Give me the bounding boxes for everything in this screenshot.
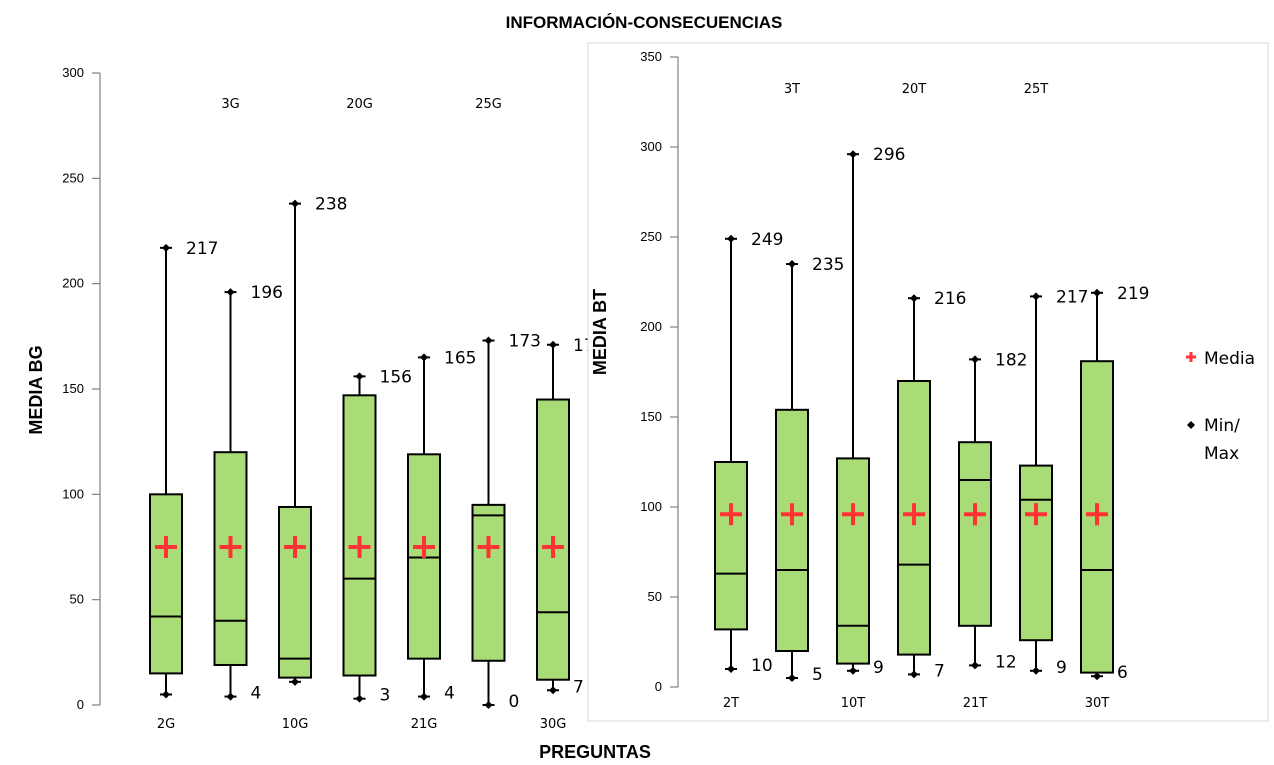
y-tick-label-bt: 300 [640, 139, 662, 154]
max-label-20T: 216 [934, 289, 966, 309]
y-tick-label-bt: 200 [640, 319, 662, 334]
y-tick-label-bg: 150 [62, 381, 84, 396]
min-label-3G: 4 [251, 684, 262, 704]
mean-marker-25T [1025, 503, 1047, 526]
category-label-10G: 10G [282, 717, 309, 732]
mean-marker-30G [542, 536, 564, 558]
min-label-30G: 7 [573, 677, 584, 697]
max-label-25G: 173 [509, 332, 541, 352]
category-label-3G: 3G [221, 97, 239, 112]
mean-marker-20G [348, 536, 371, 558]
y-tick-label-bt: 0 [655, 679, 662, 694]
y-tick-label-bt: 350 [640, 49, 662, 64]
category-label-2T: 2T [723, 696, 739, 711]
min-label-25T: 9 [1056, 658, 1067, 678]
mean-marker-3T [781, 503, 803, 526]
max-label-3T: 235 [812, 255, 844, 275]
box-10G [278, 505, 312, 679]
y-tick-label-bg: 200 [62, 276, 84, 291]
max-label-25T: 217 [1056, 287, 1088, 307]
y-tick-label-bg: 100 [62, 486, 84, 501]
max-label-2G: 217 [186, 239, 218, 259]
mean-marker-25G [477, 536, 500, 558]
max-label-30T: 219 [1117, 284, 1149, 304]
mean-marker-10G [284, 536, 306, 558]
min-label-10T: 9 [873, 658, 884, 678]
mean-marker-10T [842, 503, 864, 526]
chart-title: INFORMACIÓN-CONSECUENCIAS [506, 13, 783, 32]
mean-marker-3G [219, 536, 242, 558]
box-25T [1019, 464, 1053, 642]
category-label-10T: 10T [841, 696, 866, 711]
min-label-20G: 3 [380, 686, 391, 706]
mean-marker-21G [413, 536, 435, 558]
panel-bg: MEDIA BG 0 50 100 150 200 250 300 2G 217 3G 196 4 10… [26, 65, 595, 732]
y-axis-title-bg: MEDIA BG [26, 345, 46, 434]
y-axis-title-bt: MEDIA BT [590, 289, 610, 375]
category-label-20T: 20T [902, 82, 927, 97]
box-2G [149, 493, 183, 675]
legend: Media Min/ Max [1186, 349, 1255, 464]
box-2T [714, 461, 748, 631]
min-label-20T: 7 [934, 661, 945, 681]
box-21T [958, 441, 992, 627]
max-label-10T: 296 [873, 145, 905, 165]
box-3T [775, 408, 809, 652]
box-25G [471, 503, 506, 662]
y-tick-label-bt: 150 [640, 409, 662, 424]
category-label-25G: 25G [475, 97, 502, 112]
category-label-30G: 30G [540, 717, 567, 732]
mean-marker-21T [964, 503, 986, 526]
mean-marker-2G [155, 536, 177, 558]
category-label-25T: 25T [1024, 82, 1049, 97]
max-label-21G: 165 [444, 348, 476, 368]
max-label-20G: 156 [380, 367, 412, 387]
box-10T [836, 457, 870, 665]
min-label-2T: 10 [751, 656, 773, 676]
max-label-10G: 238 [315, 195, 347, 215]
box-3G [213, 451, 248, 666]
y-tick-label-bg: 300 [62, 65, 84, 80]
legend-mean-label: Media [1204, 349, 1255, 369]
category-label-3T: 3T [784, 82, 800, 97]
legend-minmax-marker [1187, 421, 1195, 429]
legend-mean-marker [1186, 352, 1196, 362]
box-20G [342, 394, 377, 677]
x-axis-title: PREGUNTAS [539, 742, 651, 762]
mean-marker-30T [1086, 503, 1108, 526]
y-tick-label-bg: 50 [70, 592, 84, 607]
mean-marker-20T [903, 503, 925, 526]
y-tick-label-bt: 50 [648, 589, 662, 604]
max-label-21T: 182 [995, 350, 1027, 370]
max-label-3G: 196 [251, 283, 283, 303]
legend-minmax-label-line2: Max [1204, 444, 1239, 464]
category-label-20G: 20G [346, 97, 373, 112]
category-label-21T: 21T [963, 696, 988, 711]
y-tick-label-bg: 250 [62, 170, 84, 185]
category-label-30T: 30T [1085, 696, 1110, 711]
category-label-21G: 21G [411, 717, 438, 732]
y-tick-label-bt: 100 [640, 499, 662, 514]
category-label-2G: 2G [157, 717, 175, 732]
panel-bt: MEDIA BT 0 50 100 150 200 250 300 350 2T 249 10 3T 2… [587, 42, 1269, 722]
max-label-2T: 249 [751, 230, 783, 250]
y-tick-label-bt: 250 [640, 229, 662, 244]
legend-minmax-label-line1: Min/ [1204, 416, 1240, 436]
min-label-21T: 12 [995, 652, 1017, 672]
mean-marker-2T [720, 503, 742, 526]
min-label-25G: 0 [509, 692, 520, 712]
min-label-3T: 5 [812, 665, 823, 685]
min-label-30T: 6 [1117, 663, 1128, 683]
y-tick-label-bg: 0 [77, 697, 84, 712]
min-label-21G: 4 [444, 684, 455, 704]
